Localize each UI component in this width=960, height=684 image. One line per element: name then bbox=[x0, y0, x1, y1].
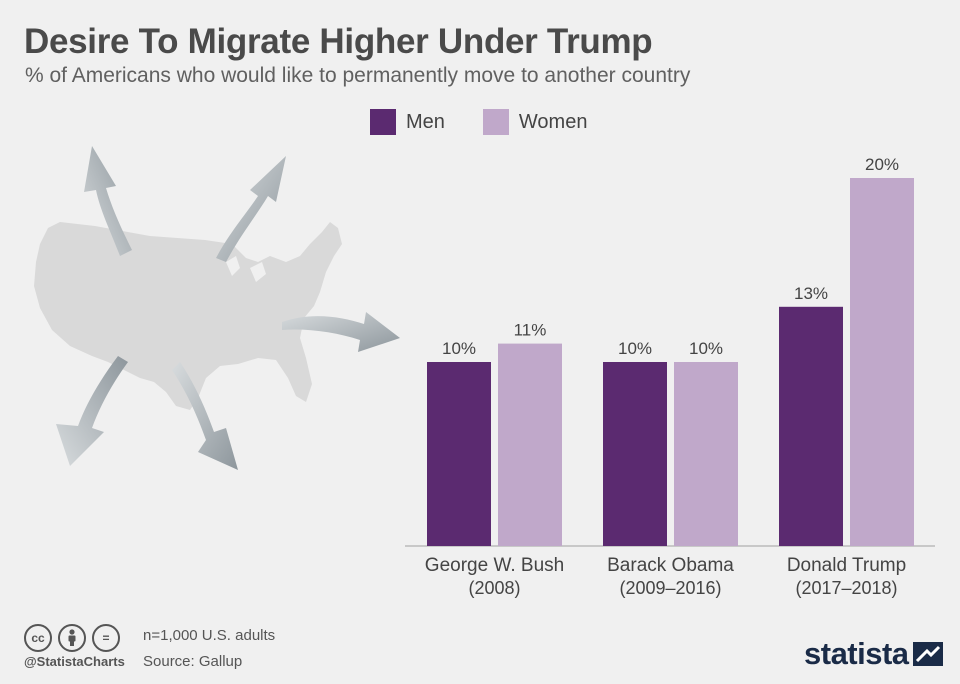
statista-mark-icon bbox=[912, 642, 943, 666]
attribution-icon bbox=[58, 624, 86, 652]
category-period-0: (2008) bbox=[468, 578, 520, 598]
arrow-down-left-icon bbox=[56, 356, 128, 466]
us-map-shape bbox=[34, 222, 342, 410]
legend-swatch-men bbox=[370, 109, 396, 135]
sample-note: n=1,000 U.S. adults bbox=[143, 627, 276, 644]
arrow-up-left-icon bbox=[84, 146, 132, 256]
bar-men-0 bbox=[427, 362, 491, 546]
brand-wordmark: statista bbox=[804, 636, 909, 671]
legend: Men Women bbox=[370, 109, 625, 135]
category-period-1: (2009–2016) bbox=[619, 578, 721, 598]
statista-logo[interactable]: statista bbox=[804, 636, 943, 672]
bar-chart: 10% 11% George W. Bush(2008) 10% 10% Barack O… bbox=[405, 155, 935, 598]
data-label-women-0: 11% bbox=[514, 321, 547, 340]
legend-label-women: Women bbox=[518, 110, 588, 133]
person-icon bbox=[68, 629, 76, 646]
data-label-women-2: 20% bbox=[865, 155, 899, 174]
great-lakes-shape bbox=[226, 256, 266, 282]
category-label-0: George W. Bush bbox=[425, 555, 564, 576]
arrow-down-right-icon bbox=[172, 362, 238, 470]
data-label-men-2: 13% bbox=[794, 284, 828, 303]
bar-men-2 bbox=[779, 306, 843, 546]
bar-women-2 bbox=[850, 178, 914, 546]
license-icons: cc = bbox=[24, 624, 126, 652]
data-label-men-0: 10% bbox=[442, 339, 476, 358]
no-derivatives-icon: = bbox=[92, 624, 120, 652]
us-map-illustration bbox=[34, 222, 342, 410]
category-label-2: Donald Trump bbox=[787, 555, 906, 576]
data-label-women-1: 10% bbox=[689, 339, 723, 358]
data-label-men-1: 10% bbox=[618, 339, 652, 358]
legend-swatch-women bbox=[482, 109, 509, 135]
bar-women-0 bbox=[498, 343, 562, 546]
legend-item-men: Men bbox=[370, 109, 445, 135]
bar-women-1 bbox=[674, 362, 738, 546]
creative-commons-icon: cc bbox=[24, 624, 52, 652]
migration-arrows bbox=[56, 146, 400, 470]
twitter-handle[interactable]: @StatistaCharts bbox=[24, 654, 125, 669]
category-period-2: (2017–2018) bbox=[795, 578, 897, 598]
source-note: Source: Gallup bbox=[143, 653, 243, 670]
chart-subtitle: % of Americans who would like to permane… bbox=[25, 64, 691, 87]
arrow-up-right-icon bbox=[216, 156, 286, 262]
category-label-1: Barack Obama bbox=[607, 555, 734, 576]
legend-label-men: Men bbox=[406, 110, 445, 133]
legend-item-women: Women bbox=[482, 109, 588, 135]
bar-men-1 bbox=[603, 362, 667, 546]
chart-title: Desire To Migrate Higher Under Trump bbox=[24, 22, 653, 61]
arrow-right-icon bbox=[282, 312, 400, 352]
